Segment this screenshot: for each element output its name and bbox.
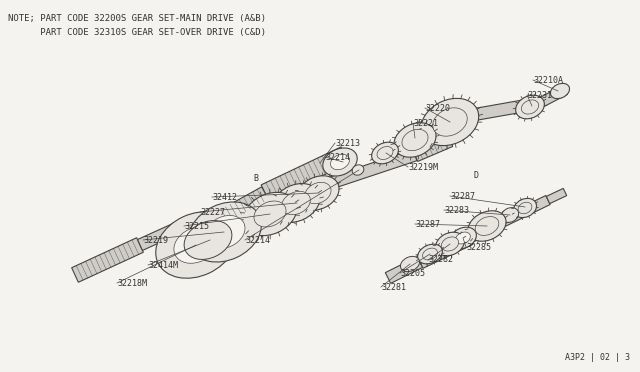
Text: 32414M: 32414M [148, 260, 178, 269]
Ellipse shape [330, 154, 349, 170]
Polygon shape [417, 232, 473, 268]
Ellipse shape [394, 123, 436, 157]
Ellipse shape [456, 232, 470, 244]
Ellipse shape [433, 108, 467, 136]
Text: 32214: 32214 [325, 153, 350, 161]
Text: 32219: 32219 [143, 235, 168, 244]
Ellipse shape [522, 100, 539, 114]
Polygon shape [261, 147, 349, 201]
Polygon shape [72, 238, 143, 282]
Ellipse shape [282, 191, 310, 215]
Ellipse shape [422, 248, 437, 260]
Text: 32231: 32231 [527, 90, 552, 99]
Text: 32215: 32215 [184, 221, 209, 231]
Text: 32221: 32221 [413, 119, 438, 128]
Ellipse shape [513, 198, 536, 218]
Ellipse shape [372, 142, 398, 164]
Text: 32285: 32285 [466, 243, 491, 251]
Ellipse shape [418, 244, 442, 264]
Ellipse shape [297, 176, 339, 210]
Polygon shape [138, 215, 198, 250]
Ellipse shape [205, 215, 245, 248]
Text: 32210A: 32210A [533, 76, 563, 84]
Text: 32287: 32287 [415, 219, 440, 228]
Text: D: D [473, 170, 478, 180]
Text: PART CODE 32310S GEAR SET-OVER DRIVE (C&D): PART CODE 32310S GEAR SET-OVER DRIVE (C&… [8, 28, 266, 36]
Text: 32412: 32412 [212, 192, 237, 202]
Text: 32205: 32205 [400, 269, 425, 278]
Ellipse shape [450, 227, 476, 249]
Polygon shape [308, 149, 417, 196]
Ellipse shape [468, 211, 506, 241]
Ellipse shape [189, 202, 261, 262]
Polygon shape [454, 97, 541, 124]
Ellipse shape [184, 221, 232, 259]
Text: 32287: 32287 [450, 192, 475, 201]
Ellipse shape [305, 182, 331, 204]
Ellipse shape [174, 227, 218, 263]
Ellipse shape [518, 202, 532, 214]
Text: 32283: 32283 [444, 205, 469, 215]
Ellipse shape [475, 217, 499, 235]
Ellipse shape [421, 98, 479, 145]
Text: 32213: 32213 [335, 138, 360, 148]
Ellipse shape [550, 83, 570, 99]
Ellipse shape [401, 256, 420, 272]
Ellipse shape [352, 165, 364, 175]
Text: NOTE; PART CODE 32200S GEAR SET-MAIN DRIVE (A&B): NOTE; PART CODE 32200S GEAR SET-MAIN DRI… [8, 13, 266, 22]
Ellipse shape [377, 147, 393, 160]
Ellipse shape [272, 183, 320, 222]
Ellipse shape [442, 237, 459, 251]
Text: 32214: 32214 [245, 235, 270, 244]
Polygon shape [412, 134, 452, 161]
Text: B: B [253, 173, 258, 183]
Ellipse shape [156, 212, 236, 278]
Polygon shape [547, 188, 566, 203]
Ellipse shape [323, 148, 357, 176]
Polygon shape [385, 257, 422, 283]
Text: 32281: 32281 [381, 282, 406, 292]
Text: 32220: 32220 [425, 103, 450, 112]
Ellipse shape [402, 129, 428, 151]
Text: 32227: 32227 [200, 208, 225, 217]
Ellipse shape [516, 95, 545, 119]
Text: 32282: 32282 [428, 256, 453, 264]
Polygon shape [417, 113, 458, 140]
Polygon shape [538, 86, 567, 108]
Text: A3P2 | 02 | 3: A3P2 | 02 | 3 [565, 353, 630, 362]
Ellipse shape [436, 232, 465, 256]
Ellipse shape [501, 208, 518, 222]
Text: 32218M: 32218M [117, 279, 147, 288]
Ellipse shape [243, 192, 297, 235]
Ellipse shape [254, 201, 286, 227]
Polygon shape [216, 187, 268, 224]
Text: 32219M: 32219M [408, 163, 438, 171]
Polygon shape [468, 196, 550, 243]
